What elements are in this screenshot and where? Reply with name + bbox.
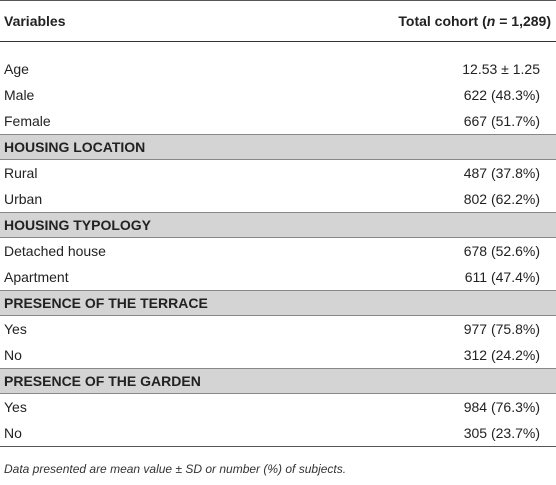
cell-value: 984 (76.3%) <box>463 399 540 415</box>
variable-label: Detached house <box>4 243 106 259</box>
data-row: No 312 (24.2%) <box>0 342 556 369</box>
header-text: n <box>486 13 496 29</box>
cell-value: 305 (23.7%) <box>225 420 556 447</box>
data-row: No 305 (23.7%) <box>0 420 556 447</box>
cell-value: 977 (75.8%) <box>463 321 540 337</box>
cell-value: 12.53 ± 1.25 <box>462 61 540 77</box>
data-row: Yes 984 (76.3%) <box>0 394 556 421</box>
column-header: Total cohort (n = 1,289) <box>225 0 556 42</box>
variable-label: Female <box>4 113 51 129</box>
cell-value: 622 (48.3%) <box>463 87 540 103</box>
cell-value: 667 (51.7%) <box>463 113 540 129</box>
data-row: Apartment 611 (47.4%) <box>0 264 556 291</box>
cell-value: 802 (62.2%) <box>463 191 540 207</box>
header-text: = 1,289) <box>495 13 551 29</box>
variable-label: Male <box>4 87 35 103</box>
cell-value: 611 (47.4%) <box>464 269 540 285</box>
data-row: Age 12.53 ± 1.25 <box>0 56 556 82</box>
table-body: Age 12.53 ± 1.25 Male 622 (48.3%) Female 667 … <box>0 42 556 447</box>
header-row: Variables Total cohort (n = 1,289) <box>0 0 556 42</box>
data-row: Detached house 678 (52.6%) <box>0 238 556 265</box>
data-row: Urban 802 (62.2%) <box>0 186 556 213</box>
cell-value: 312 (24.2%) <box>463 347 540 363</box>
data-row: Male 622 (48.3%) <box>0 82 556 108</box>
section-heading: HOUSING LOCATION <box>0 134 556 160</box>
footnote: Data presented are mean value ± SD or nu… <box>4 462 347 476</box>
data-row: Yes 977 (75.8%) <box>0 316 556 343</box>
data-row: Female 667 (51.7%) <box>0 108 556 135</box>
variable-label: Urban <box>4 191 43 207</box>
data-table: Variables Total cohort (n = 1,289) Age 12… <box>0 0 556 447</box>
variable-label: No <box>4 347 22 363</box>
variable-label: Rural <box>4 165 38 181</box>
spacer <box>0 42 556 57</box>
cell-value: 678 (52.6%) <box>463 243 540 259</box>
variable-label: Age <box>4 61 29 77</box>
cell-value: 487 (37.8%) <box>463 165 540 181</box>
section-heading: PRESENCE OF THE TERRACE <box>0 290 556 316</box>
section-heading: PRESENCE OF THE GARDEN <box>0 368 556 394</box>
section-row: PRESENCE OF THE GARDEN <box>0 368 556 394</box>
variable-label: No <box>0 420 226 447</box>
section-row: HOUSING TYPOLOGY <box>0 212 556 238</box>
section-row: PRESENCE OF THE TERRACE <box>0 290 556 316</box>
data-row: Rural 487 (37.8%) <box>0 160 556 187</box>
variable-label: Yes <box>4 399 27 415</box>
variable-label: Yes <box>4 321 27 337</box>
section-row: HOUSING LOCATION <box>0 134 556 160</box>
header-text: Total cohort ( <box>398 13 487 29</box>
section-heading: HOUSING TYPOLOGY <box>0 212 556 238</box>
column-header: Variables <box>0 0 226 42</box>
variable-label: Apartment <box>4 269 69 285</box>
